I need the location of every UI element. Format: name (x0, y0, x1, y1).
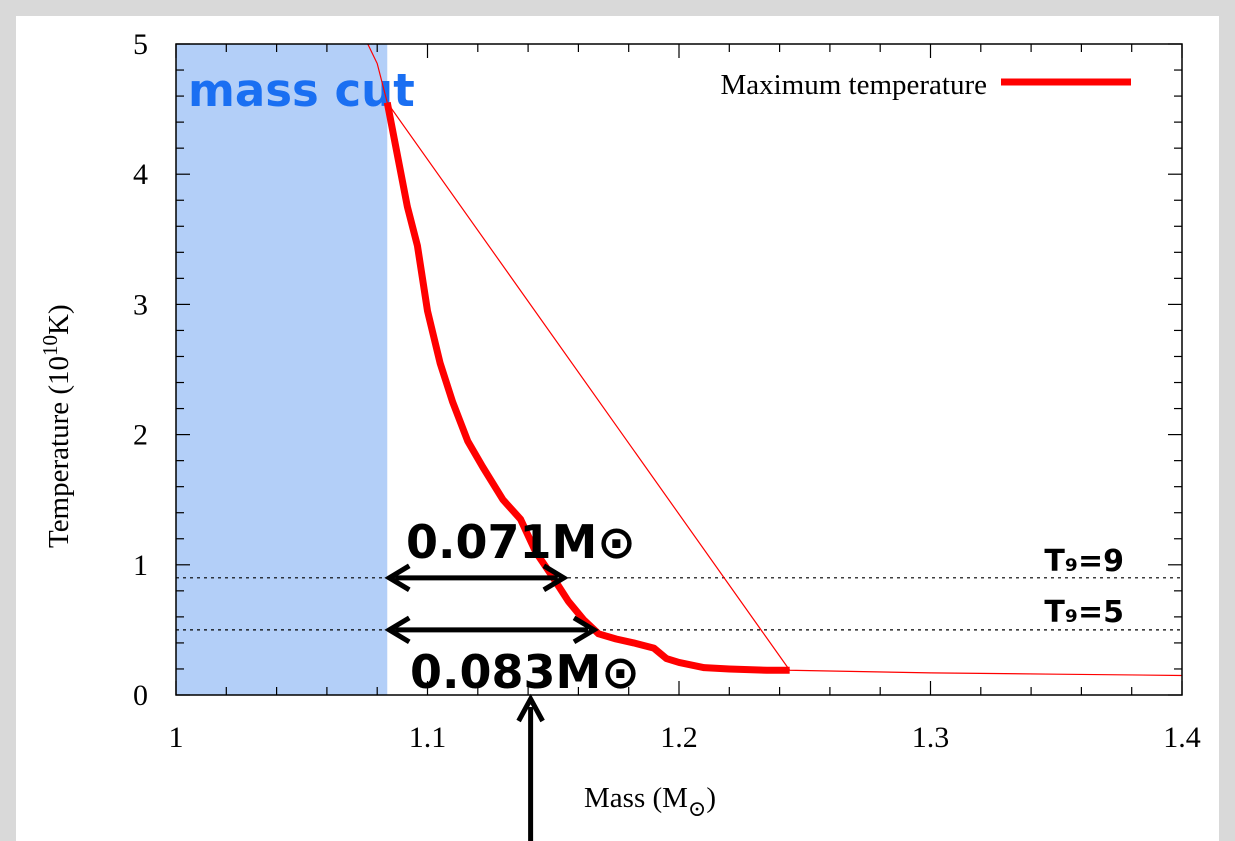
annotation-0071: 0.071M⊙ (406, 515, 636, 569)
y-axis-label: Temperature (1010K) (38, 304, 75, 548)
x-tick-label: 1.2 (660, 721, 698, 754)
y-tick-label: 3 (133, 288, 148, 321)
legend: Maximum temperature (720, 69, 1131, 101)
legend-label: Maximum temperature (720, 69, 987, 101)
mass-cut-region (176, 44, 388, 695)
x-tick-label: 1.1 (409, 721, 447, 754)
pointer-arrow (516, 693, 545, 841)
x-tick-label: 1.3 (912, 721, 950, 754)
x-tick-label: 1 (169, 721, 184, 754)
t9-5-label: T₉=5 (1044, 595, 1124, 630)
y-tick-label: 2 (133, 419, 148, 452)
t9-9-label: T₉=9 (1044, 544, 1124, 579)
y-tick-label: 5 (133, 28, 148, 61)
mass-cut-label: mass cut (188, 64, 415, 117)
y-axis-ticks: 0 1 2 3 4 5 (133, 28, 1182, 712)
x-axis-ticks: 1 1.1 1.2 1.3 1.4 (169, 44, 1201, 754)
annotation-0083: 0.083M⊙ (410, 645, 640, 699)
y-tick-label: 0 (133, 679, 148, 712)
y-tick-label: 1 (133, 549, 148, 582)
y-tick-label: 4 (133, 158, 148, 191)
double-arrow-1 (384, 615, 599, 645)
pointer-head (516, 693, 545, 723)
x-axis-label: Mass (M⊙) (584, 782, 716, 821)
x-tick-label: 1.4 (1163, 721, 1201, 754)
double-arrow-0 (384, 563, 569, 592)
mass-width-arrows (384, 563, 599, 645)
